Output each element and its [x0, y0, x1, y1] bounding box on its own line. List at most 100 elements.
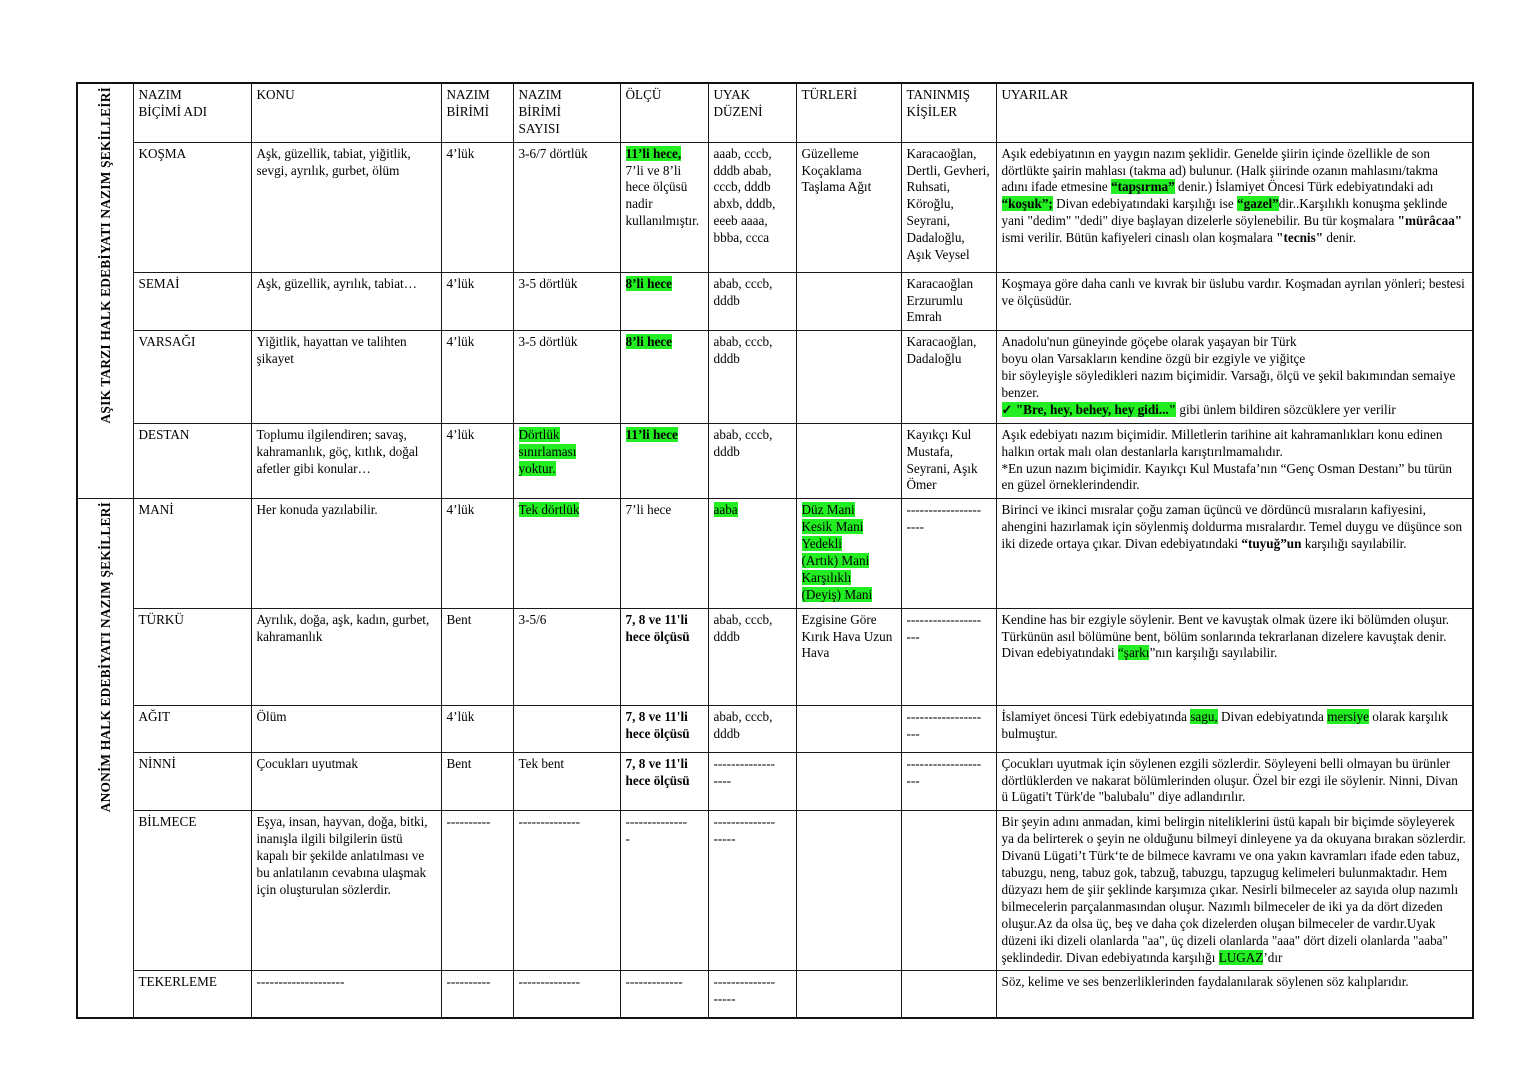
row-name-5: TÜRKÜ [132, 607, 252, 706]
row-taninmis-kisiler-6: ----------------- --- [900, 704, 997, 753]
row-uyarilar-3: Aşık edebiyatı nazım biçimidir. Milletle… [995, 422, 1474, 500]
table-row: DESTAN Toplumu ilgilendiren; savaş, kahra… [77, 422, 1474, 500]
header-nazim-birimi-sayisi: NAZIM BİRİMİ SAYISI [512, 82, 621, 143]
row-nazim-birimi-sayisi-6 [512, 704, 621, 753]
row-nazim-birimi-7: Bent [440, 751, 514, 812]
row-nazim-birimi-sayisi-4: Tek dörtlük [512, 498, 621, 609]
row-nazim-birimi-sayisi-0: 3-6/7 dörtlük [512, 141, 621, 273]
header-nazim-birimi: NAZIM BİRİMİ [440, 82, 514, 143]
row-uyarilar-0: Aşık edebiyatının en yaygın nazım şeklid… [995, 141, 1474, 273]
row-konu-4: Her konuda yazılabilir. [250, 498, 442, 609]
row-uyarilar-6: İslamiyet öncesi Türk edebiyatında sagu,… [995, 704, 1474, 753]
row-taninmis-kisiler-8 [900, 810, 997, 972]
row-olcu-8: -------------- - [619, 810, 709, 972]
row-konu-8: Eşya, insan, hayvan, doğa, bitki, inanış… [250, 810, 442, 972]
row-olcu-2: 8’li hece [619, 330, 709, 424]
row-konu-5: Ayrılık, doğa, aşk, kadın, gurbet, kahra… [250, 607, 442, 706]
row-turleri-1 [795, 271, 902, 332]
row-nazim-birimi-sayisi-5: 3-5/6 [512, 607, 621, 706]
row-nazim-birimi-3: 4’lük [440, 422, 514, 500]
row-uyarilar-7: Çocukları uyutmak için söylenen ezgili s… [995, 751, 1474, 812]
side-label-asik-text: AŞIK TARZI HALK EDEBİYATI NAZIM ŞEKİLLEİ… [97, 87, 113, 424]
row-olcu-6: 7, 8 ve 11'li hece ölçüsü [619, 704, 709, 753]
header-konu: KONU [250, 82, 442, 143]
row-turleri-5: Ezgisine Göre Kırık Hava Uzun Hava [795, 607, 902, 706]
row-konu-7: Çocukları uyutmak [250, 751, 442, 812]
row-nazim-birimi-9: ---------- [440, 970, 514, 1019]
row-konu-2: Yiğitlik, hayattan ve talihten şikayet [250, 330, 442, 424]
row-name-2: VARSAĞI [132, 330, 252, 424]
row-name-1: SEMAİ [132, 271, 252, 332]
row-taninmis-kisiler-4: ----------------- ---- [900, 498, 997, 609]
row-nazim-birimi-sayisi-1: 3-5 dörtlük [512, 271, 621, 332]
row-olcu-9: ------------- [619, 970, 709, 1019]
side-label-anonim: ANONİM HALK EDEBİYATI NAZIM ŞEKİLLERİ [76, 498, 134, 1019]
row-nazim-birimi-sayisi-7: Tek bent [512, 751, 621, 812]
table-row: VARSAĞI Yiğitlik, hayattan ve talihten şi… [77, 330, 1474, 424]
header-olcu: ÖLÇÜ [619, 82, 709, 143]
row-name-3: DESTAN [132, 422, 252, 500]
row-olcu-7: 7, 8 ve 11'li hece ölçüsü [619, 751, 709, 812]
row-name-0: KOŞMA [132, 141, 252, 273]
row-nazim-birimi-4: 4’lük [440, 498, 514, 609]
table-row: NİNNİ Çocukları uyutmak Bent Tek bent 7, 8 v… [77, 751, 1474, 812]
row-uyarilar-1: Koşmaya göre daha canlı ve kıvrak bir üs… [995, 271, 1474, 332]
row-turleri-3 [795, 422, 902, 500]
row-name-6: AĞIT [132, 704, 252, 753]
header-uyarilar: UYARILAR [995, 82, 1474, 143]
row-taninmis-kisiler-9 [900, 970, 997, 1019]
row-turleri-7 [795, 751, 902, 812]
header-nazim-bicimi-adi: NAZIM BİÇİMİ ADI [132, 82, 252, 143]
table-row: KOŞMA Aşk, güzellik, tabiat, yiğitlik, se… [77, 141, 1474, 273]
row-konu-9: -------------------- [250, 970, 442, 1019]
row-taninmis-kisiler-0: Karacaoğlan, Dertli, Gevheri, Ruhsati, K… [900, 141, 997, 273]
row-uyak-duzeni-2: abab, cccb, dddb [707, 330, 797, 424]
row-konu-1: Aşk, güzellik, ayrılık, tabiat… [250, 271, 442, 332]
side-label-anonim-text: ANONİM HALK EDEBİYATI NAZIM ŞEKİLLERİ [97, 502, 113, 813]
row-nazim-birimi-0: 4’lük [440, 141, 514, 273]
row-uyarilar-5: Kendine has bir ezgiyle söylenir. Bent v… [995, 607, 1474, 706]
row-uyak-duzeni-0: aaab, cccb, dddb abab, cccb, dddb abxb, … [707, 141, 797, 273]
row-turleri-4: Düz Mani Kesik Mani Yedekli (Artık) Mani Kar… [795, 498, 902, 609]
row-uyak-duzeni-6: abab, cccb, dddb [707, 704, 797, 753]
table-row: TÜRKÜ Ayrılık, doğa, aşk, kadın, gurbet, … [77, 607, 1474, 706]
row-olcu-0: 11’li hece, 7’li ve 8’li hece ölçüsü nadi… [619, 141, 709, 273]
row-name-9: TEKERLEME [132, 970, 252, 1019]
side-label-asik: AŞIK TARZI HALK EDEBİYATI NAZIM ŞEKİLLEİ… [76, 82, 134, 500]
header-turleri: TÜRLERİ [795, 82, 902, 143]
row-nazim-birimi-sayisi-8: -------------- [512, 810, 621, 972]
table-row: ANONİM HALK EDEBİYATI NAZIM ŞEKİLLERİ MAN… [76, 498, 1474, 1019]
row-nazim-birimi-sayisi-3: Dörtlük sınırlaması yoktur. [512, 422, 621, 500]
row-name-8: BİLMECE [132, 810, 252, 972]
row-uyak-duzeni-4: aaba [707, 498, 797, 609]
table-row: SEMAİ Aşk, güzellik, ayrılık, tabiat… 4’lü… [77, 271, 1474, 332]
nazim-sekilleri-table: AŞIK TARZI HALK EDEBİYATI NAZIM ŞEKİLLEİ… [76, 82, 1474, 1019]
header-taninmis-kisiler: TANINMIŞ KİŞİLER [900, 82, 997, 143]
table-header-row: AŞIK TARZI HALK EDEBİYATI NAZIM ŞEKİLLEİ… [76, 82, 1474, 500]
row-uyak-duzeni-9: -------------- ----- [707, 970, 797, 1019]
row-uyak-duzeni-3: abab, cccb, dddb [707, 422, 797, 500]
row-olcu-5: 7, 8 ve 11'li hece ölçüsü [619, 607, 709, 706]
row-uyak-duzeni-7: -------------- ---- [707, 751, 797, 812]
row-uyak-duzeni-5: abab, cccb, dddb [707, 607, 797, 706]
row-turleri-9 [795, 970, 902, 1019]
nazim-sekilleri-table-wrapper: AŞIK TARZI HALK EDEBİYATI NAZIM ŞEKİLLEİ… [76, 82, 1474, 1019]
table-row: BİLMECE Eşya, insan, hayvan, doğa, bitki,… [77, 810, 1474, 972]
row-taninmis-kisiler-3: Kayıkçı Kul Mustafa, Seyrani, Aşık Ömer [900, 422, 997, 500]
row-uyarilar-2: Anadolu'nun güneyinde göçebe olarak yaşa… [995, 330, 1474, 424]
row-uyak-duzeni-1: abab, cccb, dddb [707, 271, 797, 332]
row-olcu-4: 7’li hece [619, 498, 709, 609]
row-nazim-birimi-sayisi-9: -------------- [512, 970, 621, 1019]
row-nazim-birimi-6: 4’lük [440, 704, 514, 753]
row-uyarilar-4: Birinci ve ikinci mısralar çoğu zaman üç… [995, 498, 1474, 609]
row-nazim-birimi-2: 4’lük [440, 330, 514, 424]
row-konu-6: Ölüm [250, 704, 442, 753]
row-nazim-birimi-8: ---------- [440, 810, 514, 972]
row-konu-3: Toplumu ilgilendiren; savaş, kahramanlık… [250, 422, 442, 500]
row-turleri-8 [795, 810, 902, 972]
row-uyak-duzeni-8: -------------- ----- [707, 810, 797, 972]
table-row: AĞIT Ölüm 4’lük 7, 8 ve 11'li hece ölçüsü ab… [77, 704, 1474, 753]
row-konu-0: Aşk, güzellik, tabiat, yiğitlik, sevgi, … [250, 141, 442, 273]
row-nazim-birimi-sayisi-2: 3-5 dörtlük [512, 330, 621, 424]
